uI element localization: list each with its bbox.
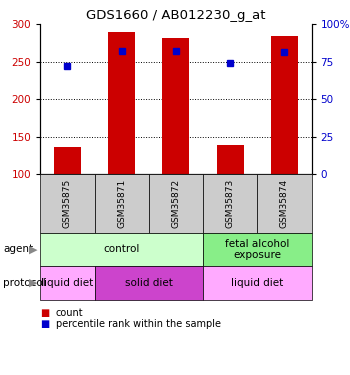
Text: liquid diet: liquid diet	[41, 278, 93, 288]
Text: ▶: ▶	[29, 244, 37, 254]
Bar	[271, 36, 298, 174]
Text: ■: ■	[40, 308, 49, 318]
Bar	[203, 174, 257, 232]
Bar	[203, 266, 312, 300]
Bar	[217, 145, 244, 174]
Bar	[108, 32, 135, 174]
Bar	[40, 174, 94, 232]
Bar	[94, 266, 203, 300]
Bar	[40, 266, 94, 300]
Bar	[149, 174, 203, 232]
Text: control: control	[104, 244, 140, 254]
Text: liquid diet: liquid diet	[231, 278, 284, 288]
Bar	[94, 174, 149, 232]
Text: GSM35871: GSM35871	[117, 179, 126, 228]
Text: GSM35872: GSM35872	[172, 179, 180, 228]
Text: protocol: protocol	[4, 278, 46, 288]
Bar	[203, 232, 312, 266]
Text: GSM35875: GSM35875	[63, 179, 72, 228]
Text: count: count	[56, 308, 84, 318]
Text: percentile rank within the sample: percentile rank within the sample	[56, 320, 221, 329]
Bar	[257, 174, 312, 232]
Text: GSM35873: GSM35873	[226, 179, 234, 228]
Title: GDS1660 / AB012230_g_at: GDS1660 / AB012230_g_at	[86, 9, 266, 22]
Bar	[162, 38, 189, 174]
Text: GSM35874: GSM35874	[280, 179, 289, 228]
Text: fetal alcohol
exposure: fetal alcohol exposure	[225, 238, 289, 260]
Bar	[54, 147, 81, 174]
Text: ▶: ▶	[29, 278, 37, 288]
Text: ■: ■	[40, 320, 49, 329]
Text: solid diet: solid diet	[125, 278, 173, 288]
Text: agent: agent	[4, 244, 34, 254]
Bar	[40, 232, 203, 266]
